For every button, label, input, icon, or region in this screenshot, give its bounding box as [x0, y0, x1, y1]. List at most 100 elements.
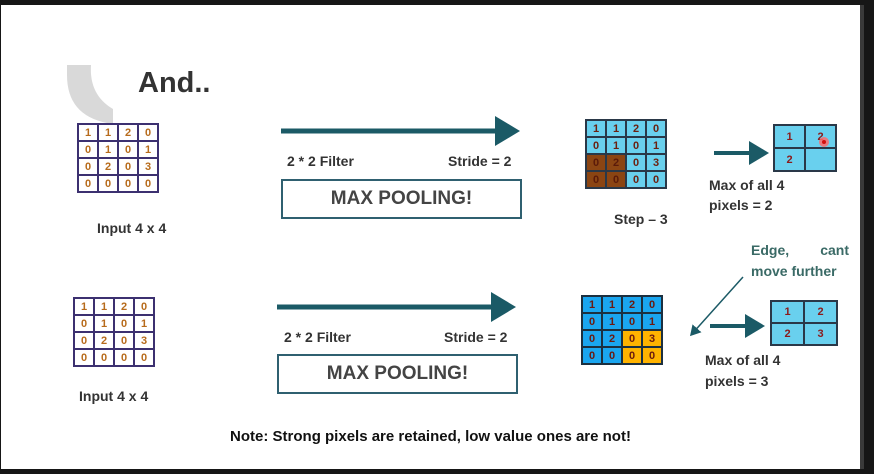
grid-cell: 0 — [581, 346, 603, 365]
grid-cell: 0 — [117, 140, 139, 159]
grid-cell — [804, 147, 837, 172]
grid-cell: 0 — [625, 153, 647, 172]
grid-cell: 0 — [73, 331, 95, 350]
red-dot-cursor-icon — [819, 137, 829, 147]
grid-cell: 2 — [625, 119, 647, 138]
grid-cell: 1 — [605, 119, 627, 138]
grid-cell: 1 — [581, 295, 603, 314]
grid-cell: 1 — [645, 136, 667, 155]
grid-cell: 1 — [641, 312, 663, 331]
grid-cell: 0 — [585, 153, 607, 172]
max-pooling-box-bottom: MAX POOLING! — [277, 354, 518, 394]
grid-cell: 1 — [137, 140, 159, 159]
grid-cell: 3 — [641, 329, 663, 348]
grid-cell: 0 — [645, 119, 667, 138]
caption-line2-top: pixels = 2 — [709, 197, 773, 213]
grid-cell: 0 — [137, 174, 159, 193]
grid-cell: 1 — [97, 140, 119, 159]
grid-cell: 1 — [97, 123, 119, 142]
grid-cell: 1 — [601, 295, 623, 314]
arrows-overlay — [277, 116, 829, 338]
grid-cell: 1 — [605, 136, 627, 155]
footer-note: Note: Strong pixels are retained, low va… — [230, 428, 631, 445]
grid-cell: 2 — [97, 157, 119, 176]
grid-cell: 0 — [621, 329, 643, 348]
grid-cell: 0 — [117, 157, 139, 176]
step-label: Step – 3 — [614, 211, 668, 227]
grid-cell: 1 — [73, 297, 95, 316]
grid-cell: 0 — [585, 170, 607, 189]
grid-cell: 1 — [77, 123, 99, 142]
max-pooling-box-top: MAX POOLING! — [281, 179, 522, 219]
window-edge-line — [860, 5, 864, 469]
grid-cell: 0 — [641, 295, 663, 314]
filter-label-top: 2 * 2 Filter — [287, 153, 354, 169]
grid-cell: 3 — [133, 331, 155, 350]
grid-cell: 0 — [581, 329, 603, 348]
grid-cell: 2 — [117, 123, 139, 142]
grid-cell: 0 — [137, 123, 159, 142]
grid-cell: 0 — [641, 346, 663, 365]
grid-cell: 1 — [770, 300, 805, 324]
grid-cell: 2 — [93, 331, 115, 350]
grid-cell: 0 — [113, 331, 135, 350]
edge-pointer-line — [689, 276, 744, 337]
grid-cell: 0 — [585, 136, 607, 155]
caption-line2-bottom: pixels = 3 — [705, 373, 769, 389]
grid-cell: 1 — [601, 312, 623, 331]
grid-cell: 1 — [133, 314, 155, 333]
grid-cell: 0 — [625, 170, 647, 189]
grid-cell: 0 — [97, 174, 119, 193]
edge-note-line1: Edge, cant — [751, 242, 850, 258]
grid-cell: 0 — [117, 174, 139, 193]
grid-cell: 2 — [773, 147, 806, 172]
input-label-top: Input 4 x 4 — [97, 220, 167, 236]
grid-cell: 0 — [113, 348, 135, 367]
grid-cell: 0 — [621, 312, 643, 331]
grid-cell: 0 — [93, 348, 115, 367]
grid-cell: 2 — [605, 153, 627, 172]
input-label-bottom: Input 4 x 4 — [79, 388, 149, 404]
edge-note-line2: move further — [751, 263, 837, 279]
grid-cell: 0 — [625, 136, 647, 155]
decorative-arc-shape — [67, 65, 113, 123]
grid-cell: 2 — [113, 297, 135, 316]
grid-cell: 1 — [93, 314, 115, 333]
stride-label-bottom: Stride = 2 — [444, 329, 508, 345]
grid-cell: 1 — [773, 124, 806, 149]
grid-cell: 2 — [770, 322, 805, 346]
grid-cell: 3 — [645, 153, 667, 172]
grid-cell: 0 — [601, 346, 623, 365]
grid-cell: 0 — [621, 346, 643, 365]
grid-cell: 3 — [803, 322, 838, 346]
grid-cell: 0 — [605, 170, 627, 189]
grid-cell: 0 — [77, 174, 99, 193]
grid-cell: 0 — [133, 297, 155, 316]
grid-cell: 0 — [77, 140, 99, 159]
grid-cell: 1 — [93, 297, 115, 316]
grid-cell: 0 — [73, 314, 95, 333]
grid-cell: 2 — [803, 300, 838, 324]
filter-label-bottom: 2 * 2 Filter — [284, 329, 351, 345]
grid-cell: 2 — [804, 124, 837, 149]
grid-cell: 0 — [645, 170, 667, 189]
grid-cell: 2 — [621, 295, 643, 314]
grid-cell: 0 — [581, 312, 603, 331]
grid-cell: 2 — [601, 329, 623, 348]
grid-cell: 0 — [133, 348, 155, 367]
grid-cell: 0 — [77, 157, 99, 176]
slide-title: And.. — [138, 67, 211, 99]
grid-cell: 0 — [113, 314, 135, 333]
caption-line1-top: Max of all 4 — [709, 177, 785, 193]
caption-line1-bottom: Max of all 4 — [705, 352, 781, 368]
stride-label-top: Stride = 2 — [448, 153, 512, 169]
grid-cell: 3 — [137, 157, 159, 176]
grid-cell: 1 — [585, 119, 607, 138]
